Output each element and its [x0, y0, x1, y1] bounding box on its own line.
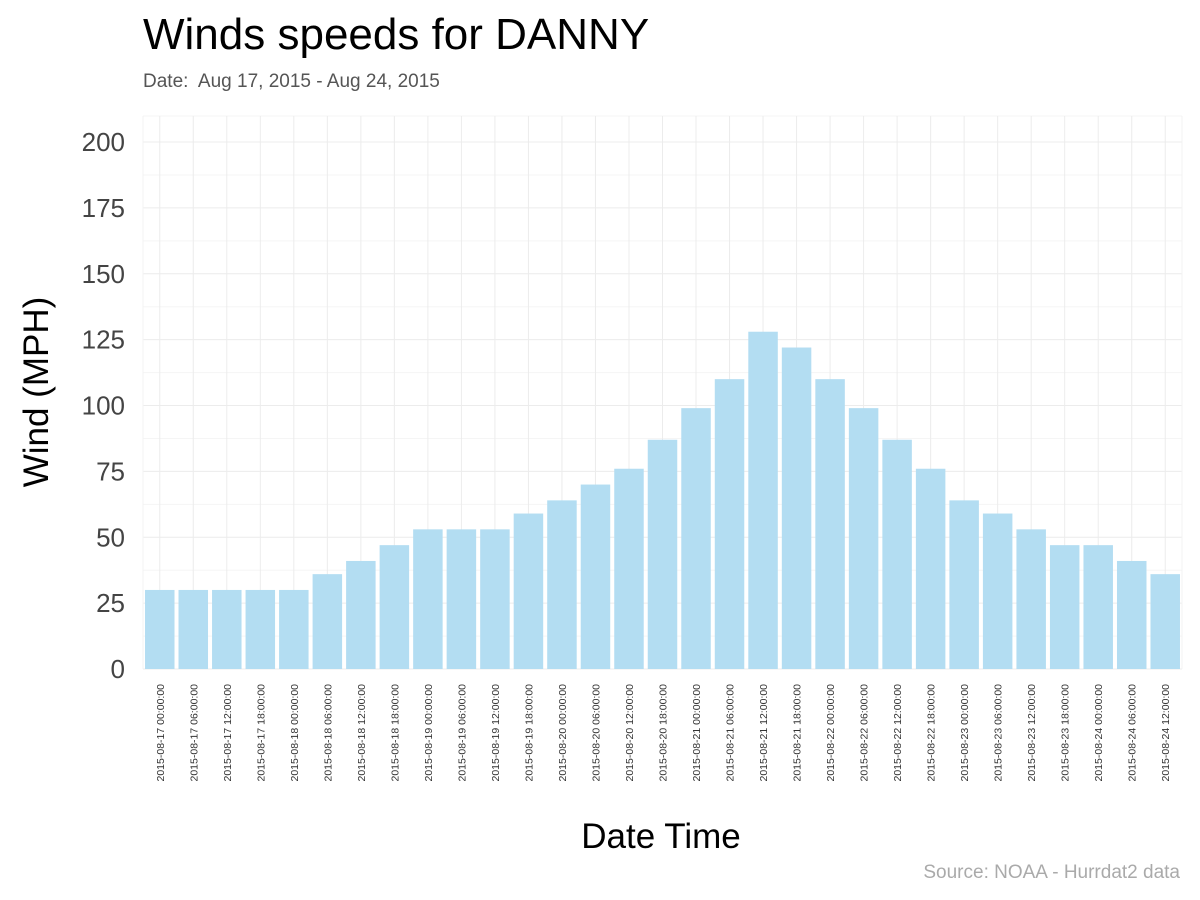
y-tick-label: 175: [82, 193, 125, 223]
bar: [413, 529, 443, 669]
bar: [748, 331, 778, 669]
bar: [245, 589, 276, 669]
x-tick-label: 2015-08-22 12:00:00: [892, 684, 904, 782]
y-tick-label: 200: [82, 127, 125, 157]
x-tick-label: 2015-08-21 12:00:00: [758, 684, 770, 782]
x-tick-label: 2015-08-22 06:00:00: [859, 684, 871, 782]
x-tick-label: 2015-08-19 12:00:00: [490, 684, 502, 782]
x-tick-label: 2015-08-22 18:00:00: [926, 684, 938, 782]
x-tick-label: 2015-08-20 18:00:00: [658, 684, 670, 782]
x-tick-label: 2015-08-21 18:00:00: [792, 684, 804, 782]
x-tick-label: 2015-08-18 06:00:00: [322, 684, 334, 782]
x-tick-label: 2015-08-17 06:00:00: [188, 684, 200, 782]
bar: [714, 379, 745, 669]
bar: [279, 589, 309, 669]
x-tick-label: 2015-08-23 12:00:00: [1026, 684, 1038, 782]
x-tick-label: 2015-08-24 12:00:00: [1160, 684, 1172, 782]
bar: [480, 529, 510, 669]
bar: [681, 408, 711, 669]
x-tick-label: 2015-08-21 06:00:00: [725, 684, 737, 782]
bar: [781, 347, 812, 669]
bar: [1049, 545, 1080, 669]
bar: [1116, 560, 1147, 669]
x-tick-label: 2015-08-19 00:00:00: [423, 684, 435, 782]
source-caption: Source: NOAA - Hurrdat2 data: [923, 862, 1180, 883]
bar: [580, 484, 611, 669]
bar: [547, 500, 577, 669]
bar: [882, 439, 912, 669]
x-tick-label: 2015-08-20 06:00:00: [590, 684, 602, 782]
bar: [513, 513, 544, 669]
y-axis-label: Wind (MPH): [17, 297, 56, 488]
bar: [915, 468, 946, 669]
y-tick-label: 0: [111, 654, 125, 684]
y-tick-label: 150: [82, 259, 125, 289]
bar: [1150, 574, 1180, 669]
x-tick-label: 2015-08-23 06:00:00: [993, 684, 1005, 782]
x-tick-label: 2015-08-21 00:00:00: [691, 684, 703, 782]
x-tick-label: 2015-08-19 18:00:00: [523, 684, 535, 782]
x-tick-labels: 2015-08-17 00:00:00 2015-08-17 06:00:00 20…: [155, 684, 1172, 782]
bar: [1016, 529, 1046, 669]
bar: [647, 439, 678, 669]
bar: [212, 589, 242, 669]
x-tick-label: 2015-08-18 12:00:00: [356, 684, 368, 782]
y-tick-labels: 0 25 50 75 100 125 150 175 200: [82, 127, 125, 684]
chart-subtitle: Date: Aug 17, 2015 - Aug 24, 2015: [143, 71, 440, 92]
bar: [1083, 545, 1113, 669]
x-tick-label: 2015-08-19 06:00:00: [456, 684, 468, 782]
x-tick-label: 2015-08-22 00:00:00: [825, 684, 837, 782]
bar: [446, 529, 477, 669]
x-tick-label: 2015-08-18 00:00:00: [289, 684, 301, 782]
bars: [145, 331, 1180, 669]
x-tick-label: 2015-08-23 00:00:00: [959, 684, 971, 782]
x-tick-label: 2015-08-24 06:00:00: [1127, 684, 1139, 782]
y-tick-label: 100: [82, 391, 125, 421]
chart-title: Winds speeds for DANNY: [143, 10, 650, 59]
x-tick-label: 2015-08-20 12:00:00: [624, 684, 636, 782]
y-tick-label: 25: [96, 588, 125, 618]
y-tick-label: 125: [82, 325, 125, 355]
bar: [145, 589, 175, 669]
x-tick-label: 2015-08-23 18:00:00: [1060, 684, 1072, 782]
y-tick-label: 50: [96, 522, 125, 552]
bar: [312, 574, 343, 669]
y-tick-label: 75: [96, 456, 125, 486]
bar: [346, 560, 376, 669]
x-tick-label: 2015-08-20 00:00:00: [557, 684, 569, 782]
bar: [982, 513, 1013, 669]
x-tick-label: 2015-08-24 00:00:00: [1093, 684, 1105, 782]
x-tick-label: 2015-08-17 18:00:00: [255, 684, 267, 782]
x-tick-label: 2015-08-18 18:00:00: [389, 684, 401, 782]
x-tick-label: 2015-08-17 00:00:00: [155, 684, 167, 782]
bar: [614, 468, 644, 669]
x-tick-label: 2015-08-17 12:00:00: [222, 684, 234, 782]
bar: [848, 408, 879, 669]
x-axis-label: Date Time: [581, 817, 741, 856]
bar: [379, 545, 410, 669]
bar: [178, 589, 209, 669]
bar: [949, 500, 979, 669]
bar: [815, 379, 845, 669]
